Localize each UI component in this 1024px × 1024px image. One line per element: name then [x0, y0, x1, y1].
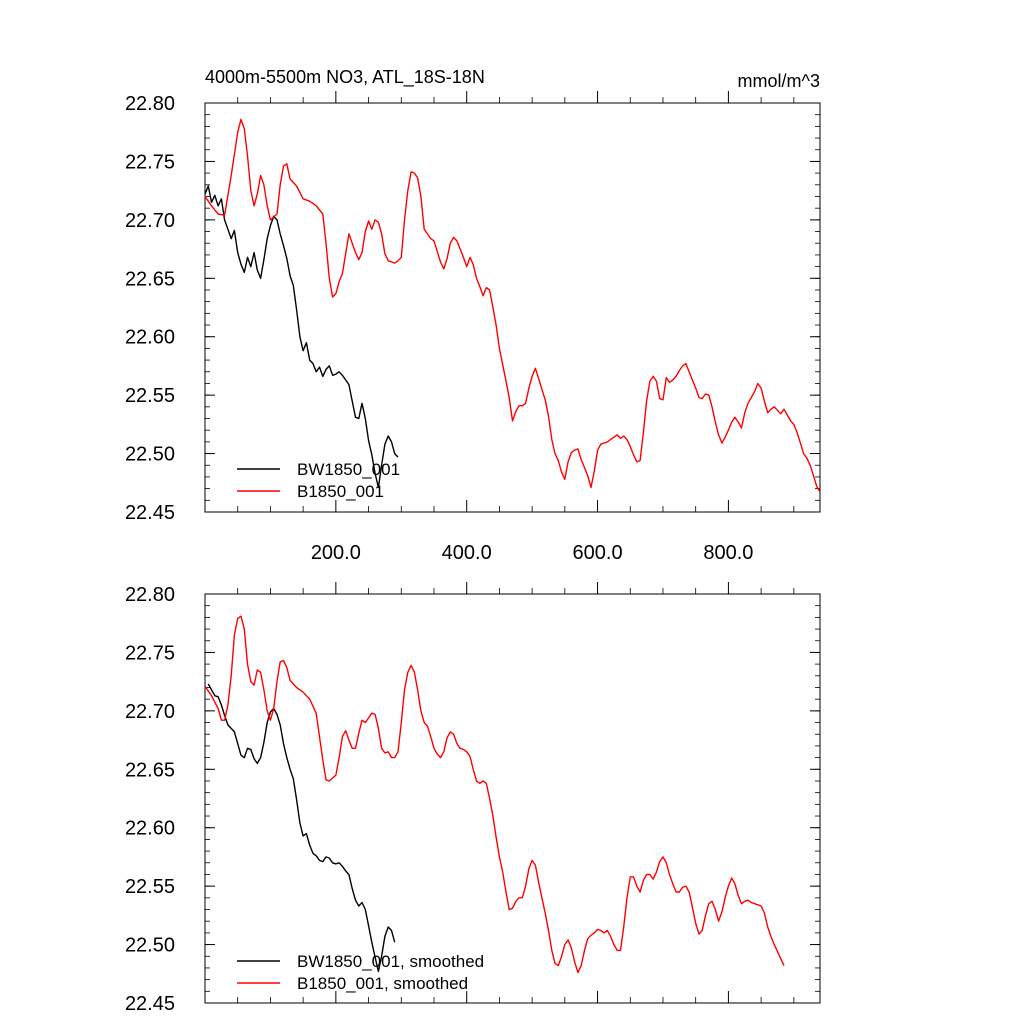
x-tick-label: 200.0 [311, 542, 361, 564]
plot-frame [204, 593, 821, 1004]
y-tick-label: 22.55 [125, 876, 175, 898]
legend-label: B1850_001, smoothed [297, 974, 468, 993]
bottom-panel: 22.45 22.50 22.55 22.60 22.65 22.70 22.75 22.80… [125, 582, 821, 1015]
chart-title: 4000m-5500m NO3, ATL_18S-18N [205, 67, 485, 88]
y-tick-label: 22.60 [125, 818, 175, 840]
y-tick-label: 22.70 [125, 701, 175, 723]
y-tick-label: 22.50 [125, 935, 175, 957]
y-tick-label: 22.65 [125, 759, 175, 781]
plot-frame [204, 102, 821, 513]
y-tick-label: 22.75 [125, 642, 175, 664]
series-line-b1850 [204, 615, 785, 974]
y-tick-label: 22.60 [125, 327, 175, 349]
x-tick-label: 800.0 [703, 542, 753, 564]
x-tick-label: 400.0 [442, 542, 492, 564]
y-tick-label: 22.45 [125, 993, 175, 1015]
series-line-bw1850 [207, 683, 396, 973]
top-panel: 22.45 22.50 22.55 22.60 22.65 22.70 22.75 22.80… [125, 91, 821, 564]
series-line-bw1850 [204, 185, 399, 489]
series-line-b1850 [204, 118, 821, 493]
y-tick-label: 22.80 [125, 93, 175, 115]
x-tick-label: 600.0 [573, 542, 623, 564]
y-tick-label: 22.70 [125, 210, 175, 232]
units-label: mmol/m^3 [738, 71, 820, 91]
legend-label: BW1850_001 [297, 460, 400, 479]
legend-label: BW1850_001, smoothed [297, 952, 484, 971]
y-tick-label: 22.50 [125, 444, 175, 466]
y-tick-label: 22.55 [125, 385, 175, 407]
y-tick-label: 22.75 [125, 151, 175, 173]
y-tick-label: 22.45 [125, 502, 175, 524]
y-tick-label: 22.65 [125, 268, 175, 290]
y-tick-label: 22.80 [125, 584, 175, 606]
legend-label: B1850_001 [297, 482, 384, 501]
